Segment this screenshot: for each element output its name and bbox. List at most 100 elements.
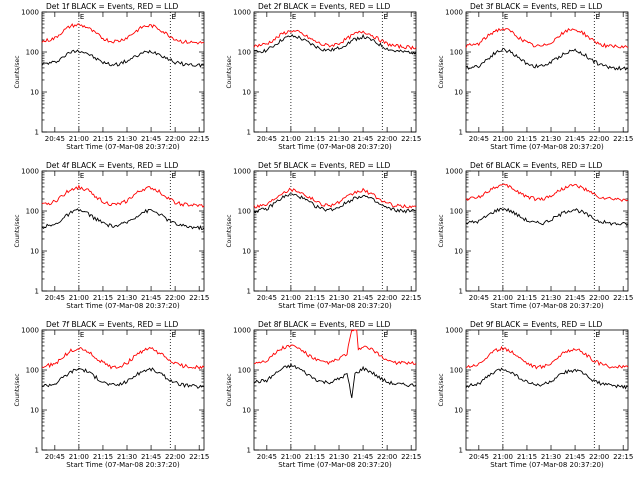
corner-mark: E: [383, 331, 387, 339]
x-axis-label: Start Time (07-Mar-08 20:37:20): [490, 461, 604, 469]
plot-frame: [253, 170, 417, 292]
y-tick-label: 1: [247, 447, 251, 455]
x-tick-label: 21:45: [565, 453, 585, 461]
y-tick-label: 1000: [233, 9, 251, 17]
corner-mark: E: [80, 331, 84, 339]
chart-title: Det 6f BLACK = Events, RED = LLD: [470, 161, 603, 170]
chart-panel-2: Det 2f BLACK = Events, RED = LLD E E 1 10 100…: [226, 2, 421, 151]
x-tick-label: 21:15: [93, 294, 113, 302]
x-tick-label: 21:45: [565, 294, 585, 302]
chart-panel-9: Det 9f BLACK = Events, RED = LLD E E 1 10 100…: [438, 320, 633, 469]
x-tick-label: 20:45: [469, 453, 489, 461]
y-axis-label: Counts/sec: [226, 214, 233, 247]
chart-title: Det 1f BLACK = Events, RED = LLD: [46, 2, 179, 11]
y-tick-label: 100: [26, 49, 39, 57]
series-line-events: [465, 47, 629, 71]
x-tick-label: 21:00: [69, 135, 89, 143]
plot-frame: [465, 11, 629, 133]
chart-title: Det 9f BLACK = Events, RED = LLD: [470, 320, 603, 329]
plot-frame: [253, 11, 417, 133]
x-tick-label: 22:00: [377, 135, 397, 143]
chart-title: Det 4f BLACK = Events, RED = LLD: [46, 161, 179, 170]
y-tick-label: 100: [450, 208, 463, 216]
y-tick-label: 100: [26, 367, 39, 375]
series-line-lld: [254, 329, 417, 366]
corner-mark: E: [292, 172, 296, 180]
y-tick-label: 100: [238, 367, 251, 375]
x-tick-label: 21:15: [305, 453, 325, 461]
y-axis-label: Counts/sec: [14, 373, 21, 406]
y-tick-label: 10: [242, 248, 251, 256]
y-tick-label: 100: [450, 367, 463, 375]
x-axis-label: Start Time (07-Mar-08 20:37:20): [66, 302, 180, 310]
corner-mark: E: [171, 13, 175, 21]
x-tick-label: 21:30: [541, 135, 561, 143]
x-axis-label: Start Time (07-Mar-08 20:37:20): [278, 143, 392, 151]
series-line-events: [253, 33, 417, 55]
chart-title: Det 2f BLACK = Events, RED = LLD: [258, 2, 391, 11]
series-line-events: [253, 362, 417, 399]
y-tick-label: 1: [247, 129, 251, 137]
x-tick-label: 20:45: [45, 453, 65, 461]
y-axis-label: Counts/sec: [14, 55, 21, 88]
corner-mark: E: [595, 172, 599, 180]
x-tick-label: 21:15: [93, 453, 113, 461]
x-tick-label: 21:15: [517, 453, 537, 461]
corner-mark: E: [292, 13, 296, 21]
plot-frame: [253, 329, 417, 451]
corner-mark: E: [292, 331, 296, 339]
series-line-events: [41, 49, 204, 68]
y-axis-label: Counts/sec: [438, 55, 445, 88]
y-tick-label: 10: [242, 407, 251, 415]
x-tick-label: 21:15: [517, 135, 537, 143]
chart-title: Det 3f BLACK = Events, RED = LLD: [470, 2, 603, 11]
series-line-lld: [41, 346, 205, 370]
corner-mark: E: [504, 331, 508, 339]
y-tick-label: 100: [238, 208, 251, 216]
x-tick-label: 22:00: [377, 453, 397, 461]
chart-panel-4: Det 4f BLACK = Events, RED = LLD E E 1 10 100…: [14, 161, 209, 310]
y-tick-label: 10: [30, 248, 39, 256]
x-tick-label: 20:45: [257, 135, 277, 143]
x-axis-label: Start Time (07-Mar-08 20:37:20): [278, 461, 392, 469]
series-line-lld: [41, 184, 205, 208]
corner-mark: E: [171, 172, 175, 180]
x-tick-label: 20:45: [45, 294, 65, 302]
x-tick-label: 21:15: [517, 294, 537, 302]
y-tick-label: 1: [459, 447, 463, 455]
x-tick-label: 21:30: [329, 135, 349, 143]
plot-frame: [465, 329, 629, 451]
series-line-events: [253, 193, 417, 214]
x-tick-label: 21:45: [353, 453, 373, 461]
x-axis-label: Start Time (07-Mar-08 20:37:20): [490, 143, 604, 151]
x-tick-label: 21:15: [93, 135, 113, 143]
x-tick-label: 21:00: [281, 294, 301, 302]
chart-title: Det 5f BLACK = Events, RED = LLD: [258, 161, 391, 170]
x-tick-label: 21:30: [117, 135, 137, 143]
chart-panel-7: Det 7f BLACK = Events, RED = LLD E E 1 10 100…: [14, 320, 209, 469]
x-tick-label: 22:15: [189, 453, 209, 461]
x-tick-label: 22:00: [589, 294, 609, 302]
series-line-events: [41, 367, 205, 389]
x-tick-label: 22:15: [401, 453, 421, 461]
series-line-lld: [465, 183, 629, 203]
x-tick-label: 21:30: [117, 453, 137, 461]
y-axis-label: Counts/sec: [438, 214, 445, 247]
y-tick-label: 10: [454, 89, 463, 97]
x-tick-label: 21:00: [493, 135, 513, 143]
corner-mark: E: [504, 172, 508, 180]
y-axis-label: Counts/sec: [226, 55, 233, 88]
x-tick-label: 21:30: [117, 294, 137, 302]
x-tick-label: 22:15: [189, 135, 209, 143]
y-tick-label: 1: [459, 288, 463, 296]
x-tick-label: 20:45: [257, 453, 277, 461]
plot-frame: [41, 11, 205, 133]
y-tick-label: 1000: [233, 327, 251, 335]
x-tick-label: 21:30: [329, 294, 349, 302]
x-tick-label: 22:00: [589, 135, 609, 143]
y-tick-label: 1: [35, 129, 39, 137]
x-tick-label: 20:45: [469, 135, 489, 143]
x-tick-label: 21:30: [329, 453, 349, 461]
y-axis-label: Counts/sec: [226, 373, 233, 406]
x-tick-label: 22:00: [589, 453, 609, 461]
